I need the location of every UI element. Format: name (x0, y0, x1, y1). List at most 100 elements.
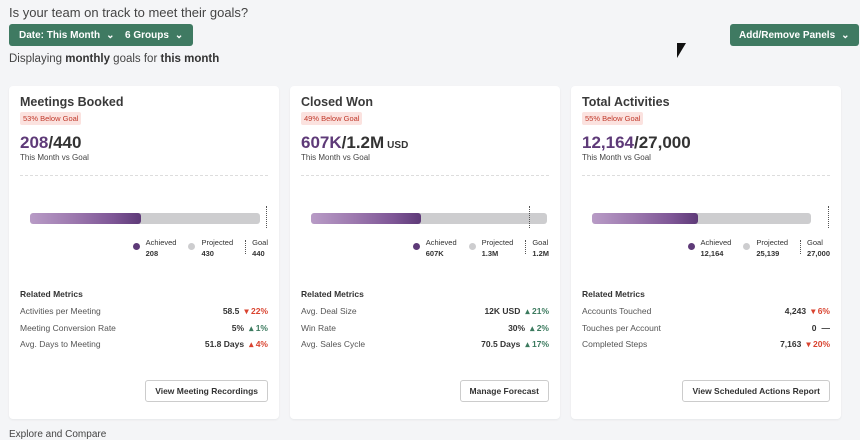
legend-value: 27,000 (807, 249, 830, 258)
goal-value: /27,000 (634, 133, 691, 152)
metric-value: 0 (811, 322, 817, 333)
progress-bar-projected (592, 213, 812, 224)
progress-bar-achieved (592, 213, 699, 224)
legend-label: Achieved (425, 238, 457, 247)
metric-label: Avg. Sales Cycle (301, 339, 366, 349)
legend-value: 440 (252, 249, 265, 258)
legend-value: 208 (145, 249, 159, 258)
metric-label: Meeting Conversion Rate (20, 322, 116, 333)
card-subtitle: This Month vs Goal (301, 153, 370, 162)
goal-value: /440 (48, 133, 82, 152)
metric-row: Avg. Days to Meeting 51.8 Days ▴ 4% (20, 339, 268, 356)
progress-bar-projected (30, 213, 261, 224)
goal-card: Closed Won 49% Below Goal 607K/1.2M USD T… (290, 86, 560, 419)
displaying-text: Displaying monthly goals for this month (9, 53, 219, 65)
card-subtitle: This Month vs Goal (20, 153, 89, 162)
divider (301, 175, 549, 176)
status-badge: 55% Below Goal (582, 112, 644, 125)
groups-filter-button[interactable]: 6 Groups ⌄ (115, 24, 194, 46)
goal-marker (528, 206, 530, 228)
legend-achieved: Achieved 607K (412, 238, 457, 258)
legend-value: 1.3M (481, 249, 499, 258)
progress-bar-achieved (311, 213, 422, 224)
card-action-button[interactable]: View Meeting Recordings (145, 380, 268, 402)
legend-label: Projected (201, 238, 234, 247)
legend-goal: Goal 27,000 (800, 238, 830, 258)
related-metrics-title: Related Metrics (20, 289, 83, 299)
card-title: Total Activities (582, 95, 670, 109)
metric-change: ▾ 20% (806, 339, 830, 349)
legend-value: 430 (201, 249, 214, 258)
metric-label: Win Rate (301, 322, 336, 333)
displaying-range: this month (160, 53, 220, 65)
date-filter-button[interactable]: Date: This Month ⌄ (9, 24, 125, 46)
legend-goal: Goal 1.2M (525, 238, 549, 258)
metric-value: 30% (508, 322, 526, 333)
metric-value: 70.5 Days (481, 339, 521, 349)
projected-dot-icon (743, 243, 751, 250)
add-remove-label: Add/Remove Panels (739, 29, 836, 41)
goal-line-icon (525, 240, 527, 254)
metric-row: Completed Steps 7,163 ▾ 20% (582, 339, 830, 356)
add-remove-panels-button[interactable]: Add/Remove Panels ⌄ (730, 24, 859, 46)
metric-change: ▴ 1% (249, 322, 268, 333)
legend-label: Projected (756, 238, 789, 247)
card-action-button[interactable]: Manage Forecast (459, 380, 549, 402)
metric-label: Avg. Days to Meeting (20, 339, 101, 349)
metric-label: Completed Steps (582, 339, 648, 349)
metric-value: 12K USD (484, 306, 521, 316)
status-badge: 49% Below Goal (301, 112, 363, 125)
metric-row: Avg. Sales Cycle 70.5 Days ▴ 17% (301, 339, 549, 356)
metric-value: 7,163 (780, 339, 802, 349)
card-value: 607K/1.2M USD (301, 133, 408, 153)
metric-value: 4,243 (784, 306, 807, 316)
legend-projected: Projected 1.3M (468, 238, 513, 258)
legend-projected: Projected 25,139 (743, 238, 788, 258)
goal-value: /1.2M (341, 133, 385, 152)
metric-label: Activities per Meeting (20, 306, 101, 316)
chevron-down-icon: ⌄ (841, 29, 850, 41)
metric-label: Avg. Deal Size (301, 306, 357, 316)
metric-row: Accounts Touched 4,243 ▾ 6% (582, 306, 830, 323)
divider (20, 175, 268, 176)
legend: Achieved 12,164 Projected 25,139 Goal 27,00… (687, 238, 830, 258)
legend-value: 25,139 (756, 249, 780, 258)
metric-row: Activities per Meeting 58.5 ▾ 22% (20, 306, 268, 323)
status-badge: 53% Below Goal (20, 112, 82, 125)
card-title: Closed Won (301, 95, 373, 109)
progress-bar-achieved (30, 213, 142, 224)
goal-card: Total Activities 55% Below Goal 12,164/2… (571, 86, 841, 419)
metric-change: ▾ 6% (811, 306, 830, 316)
metric-change: ▴ 21% (525, 306, 549, 316)
legend-label: Goal (532, 238, 549, 247)
explore-section-title: Explore and Compare (9, 429, 107, 440)
displaying-period: monthly (65, 53, 110, 65)
goal-line-icon (800, 240, 802, 254)
progress-bar-projected (311, 213, 547, 224)
metric-row: Avg. Deal Size 12K USD ▴ 21% (301, 306, 549, 323)
achieved-dot-icon (132, 243, 140, 250)
legend-goal: Goal 440 (245, 238, 268, 258)
card-value: 12,164/27,000 (582, 133, 694, 153)
date-filter-label: Date: This Month (19, 29, 101, 41)
card-action-button[interactable]: View Scheduled Actions Report (682, 380, 830, 402)
legend: Achieved 208 Projected 430 Goal 440 (132, 238, 268, 258)
legend-projected: Projected 430 (188, 238, 233, 258)
legend-value: 607K (425, 249, 444, 258)
legend-value: 1.2M (532, 249, 549, 258)
achieved-dot-icon (412, 243, 420, 250)
metric-label: Accounts Touched (582, 306, 652, 316)
metric-value: 51.8 Days (204, 339, 245, 349)
groups-filter-label: 6 Groups (125, 29, 169, 41)
related-metrics-title: Related Metrics (582, 289, 645, 299)
achieved-value: 12,164 (582, 133, 634, 152)
card-value: 208/440 (20, 133, 84, 153)
goal-line-icon (245, 240, 247, 254)
related-metrics-title: Related Metrics (301, 289, 364, 299)
achieved-value: 607K (301, 133, 342, 152)
related-metrics: Related Metrics Activities per Meeting 58.… (20, 289, 268, 356)
metric-change: ▾ 22% (244, 306, 268, 316)
related-metrics: Related Metrics Accounts Touched 4,243 ▾ 6%… (582, 289, 830, 356)
goal-marker (827, 206, 829, 228)
legend-label: Achieved (145, 238, 177, 247)
